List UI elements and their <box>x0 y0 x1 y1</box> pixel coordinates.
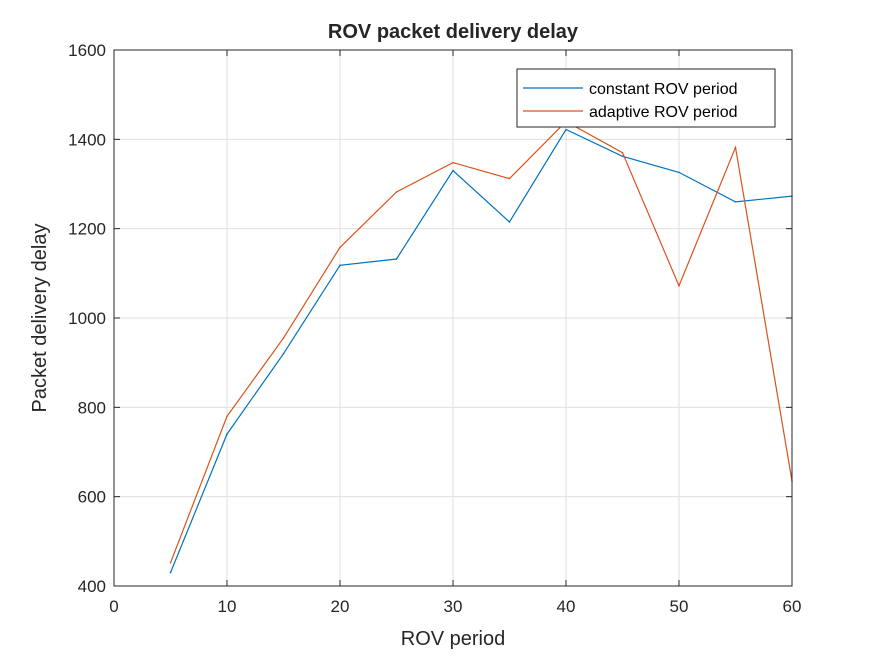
data-point-adaptive <box>169 561 172 564</box>
chart-title: ROV packet delivery delay <box>328 21 579 43</box>
data-point-adaptive <box>339 246 341 249</box>
data-point-constant <box>565 128 567 131</box>
data-point-constant <box>226 433 228 435</box>
data-point-constant <box>452 169 454 172</box>
axis-ticks: 0 10 20 30 40 50 60 400 600 800 1000 1200 1400 1600 <box>68 41 801 616</box>
series-line-constant <box>169 128 793 573</box>
data-point-adaptive <box>678 285 680 287</box>
legend: constant ROV period adaptive ROV period <box>516 68 776 128</box>
x-tick-label: 0 <box>109 597 118 616</box>
data-point-adaptive <box>226 415 228 418</box>
legend-box <box>516 68 776 128</box>
data-point-constant <box>678 171 680 174</box>
y-tick-label: 1000 <box>68 309 106 328</box>
x-tick-label: 50 <box>670 597 689 616</box>
data-point-constant <box>734 201 737 203</box>
series-line-adaptive <box>169 120 793 564</box>
data-point-constant <box>395 258 398 260</box>
data-point-adaptive <box>734 146 737 149</box>
x-tick-label: 10 <box>218 597 237 616</box>
data-point-adaptive <box>395 191 398 193</box>
data-point-constant <box>339 264 341 267</box>
legend-label-adaptive: adaptive ROV period <box>589 104 738 121</box>
x-tick-label: 30 <box>444 597 463 616</box>
y-tick-label: 400 <box>78 577 106 596</box>
data-point-adaptive <box>621 151 624 154</box>
legend-label-constant: constant ROV period <box>589 81 738 98</box>
data-point-constant <box>508 221 511 223</box>
y-tick-label: 800 <box>78 398 106 417</box>
data-point-constant <box>169 571 172 574</box>
x-tick-label: 20 <box>331 597 350 616</box>
data-point-constant <box>282 352 285 355</box>
y-tick-label: 600 <box>78 488 106 507</box>
data-point-adaptive <box>452 161 454 164</box>
data-point-adaptive <box>508 177 511 180</box>
y-tick-label: 1400 <box>68 130 106 149</box>
x-tick-label: 60 <box>783 597 802 616</box>
y-tick-label: 1600 <box>68 41 106 60</box>
y-tick-label: 1200 <box>68 220 106 239</box>
x-axis-label: ROV period <box>401 628 506 650</box>
x-tick-label: 40 <box>557 597 576 616</box>
data-point-constant <box>621 155 624 158</box>
y-axis-label: Packet delivery delay <box>29 224 51 413</box>
data-point-adaptive <box>282 337 285 339</box>
